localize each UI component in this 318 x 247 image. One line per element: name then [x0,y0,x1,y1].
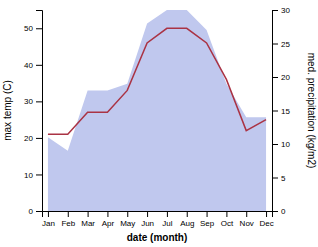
tick: 50 [24,24,42,33]
tick: 0 [272,207,286,216]
plot: Jan Feb Mar Apr May Jun Jul Aug Sep Oct Nov Dec 0 10 2… [2,6,317,243]
tick-label: Mar [81,219,95,228]
tick-mark [36,101,42,102]
tick-label: May [120,219,135,228]
tick-label: 50 [24,24,33,33]
tick-label: Oct [221,219,234,228]
tick-mark [36,28,42,29]
tick-label: 30 [281,6,290,15]
tick-label: 25 [281,40,290,49]
area [48,10,266,211]
tick-mark [207,211,208,217]
tick-label: 20 [281,73,290,82]
tick-mark [272,144,278,145]
tick-mark [272,44,278,45]
x-axis: Jan Feb Mar Apr May Jun Jul Aug Sep Oct Nov Dec [42,211,274,228]
tick-mark [226,211,227,217]
tick-label: Dec [259,219,273,228]
tick-label: 40 [24,61,33,70]
tick-label: Sep [200,219,215,228]
x-axis-title: date (month) [127,232,188,243]
tick: Jun [141,211,154,228]
tick-mark [36,211,42,212]
tick-label: Nov [240,219,254,228]
tick: 10 [272,140,290,149]
tick-label: 0 [281,207,286,216]
y2-axis-title: med. precipitation (kg/m2) [306,53,317,169]
marks [48,10,266,211]
tick: Aug [180,211,194,228]
tick-mark [36,174,42,175]
tick-mark [36,65,42,66]
tick-mark [272,211,278,212]
tick-label: Feb [61,219,75,228]
chart: Jan Feb Mar Apr May Jun Jul Aug Sep Oct Nov Dec 0 10 2… [0,0,318,247]
tick: 10 [24,171,42,180]
tick-label: Jan [42,219,55,228]
y-axis: 0 10 20 30 40 50 [24,11,42,217]
tick: 20 [272,73,290,82]
tick: 0 [29,207,42,216]
tick: 20 [24,134,42,143]
tick: Feb [61,211,75,228]
tick: 30 [24,97,42,106]
tick-label: Aug [180,219,194,228]
tick: 15 [272,107,290,116]
tick-label: Jun [141,219,154,228]
tick: Nov [240,211,254,228]
tick: 5 [272,174,286,183]
tick-mark [272,111,278,112]
tick: Sep [200,211,215,228]
tick: Mar [81,211,95,228]
tick: Oct [221,211,234,228]
tick-label: 20 [24,134,33,143]
tick-label: 30 [24,97,33,106]
tick: Dec [259,211,273,228]
tick-mark [127,211,128,217]
tick: May [120,211,135,228]
tick-mark [187,211,188,217]
tick: Apr [102,211,115,228]
tick-mark [36,138,42,139]
tick-label: 10 [281,140,290,149]
tick: 40 [24,61,42,70]
tick-label: 0 [29,207,34,216]
y2-axis: 0 5 10 15 20 25 30 [272,6,290,216]
tick-mark [246,211,247,217]
tick-mark [107,211,108,217]
tick: Jan [42,211,55,228]
axis-line [36,11,43,212]
y-axis-title: max temp (C) [2,80,13,141]
axis-line [43,212,273,218]
tick-mark [147,211,148,217]
tick-mark [272,10,278,11]
tick: 30 [272,6,290,15]
line [48,28,266,134]
tick: Jul [162,211,172,228]
tick-mark [167,211,168,217]
tick: 25 [272,40,290,49]
tick-mark [272,77,278,78]
tick-label: 10 [24,171,33,180]
axis-line [273,11,279,212]
tick-label: Jul [162,219,172,228]
tick-mark [272,178,278,179]
tick-mark [88,211,89,217]
tick-label: 5 [281,174,286,183]
tick-mark [68,211,69,217]
tick-mark [266,211,267,217]
tick-mark [48,211,49,217]
tick-label: Apr [102,219,115,228]
tick-label: 15 [281,107,290,116]
